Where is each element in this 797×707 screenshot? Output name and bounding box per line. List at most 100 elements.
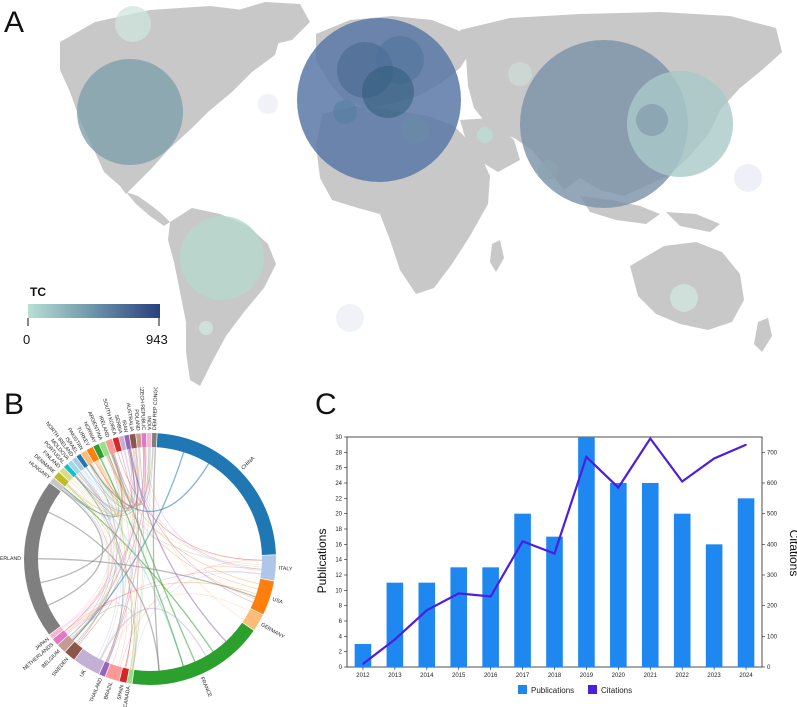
- x-tick-2012: 2012: [356, 673, 370, 679]
- chord-arc-argentina: [99, 441, 110, 457]
- chord-arc-denmark: [54, 472, 69, 487]
- bubble-small-sa: [199, 321, 213, 335]
- chord-ribbon: [65, 448, 134, 515]
- world-bubble-map: TC 0 943: [23, 2, 782, 386]
- chord-arc-czech-republic: [141, 433, 147, 448]
- y-tick-28: 28: [335, 450, 342, 456]
- bar-2024: [737, 498, 755, 667]
- chord-ribbon: [110, 453, 196, 662]
- legend-swatch-citations: [588, 685, 597, 694]
- panel-label-c: C: [315, 388, 337, 421]
- y2-axis-label: Citations: [787, 530, 797, 577]
- chord-ribbon: [81, 470, 122, 660]
- chord-ribbon: [128, 448, 254, 603]
- chord-ribbon: [64, 455, 122, 632]
- chord-label-canada: CANADA: [123, 685, 133, 707]
- chord-ribbon: [119, 559, 262, 668]
- axes: 2012 2013 2014 2015 2016 2017 2018 2019 2020 2021…: [335, 435, 777, 679]
- bubble-central-asia: [508, 62, 532, 86]
- bubble-europe-cluster-4: [333, 100, 357, 124]
- chord-ribbon: [106, 455, 260, 585]
- chord-ribbon: [66, 571, 262, 635]
- tc-gradient-bar: [28, 304, 160, 318]
- bubble-faint-3: [258, 94, 278, 114]
- y-tick-18: 18: [335, 527, 342, 533]
- x-tick-2020: 2020: [612, 673, 626, 679]
- chord-label-australia: AUSTRALIA: [125, 402, 135, 432]
- tc-max-label: 943: [146, 332, 168, 347]
- chord-ribbon: [152, 447, 160, 671]
- chord-ribbon: [62, 447, 144, 630]
- chord-ribbon: [71, 605, 135, 670]
- chord-ribbon: [107, 447, 146, 663]
- chord-arc-finland: [59, 467, 74, 482]
- x-tick-2024: 2024: [739, 673, 753, 679]
- citations-point-2016: [489, 595, 492, 598]
- bar-2017: [514, 513, 531, 667]
- bubble-europe-cluster-3: [362, 66, 414, 118]
- y-tick-26: 26: [335, 466, 342, 472]
- y2-tick-100: 100: [767, 634, 778, 640]
- chord-ribbon: [48, 511, 160, 671]
- chord-ribbon: [37, 558, 256, 598]
- y2-tick-200: 200: [767, 604, 778, 610]
- y-tick-22: 22: [335, 496, 342, 502]
- chord-arc-hungary: [49, 477, 65, 491]
- chord-ribbon: [74, 447, 145, 512]
- chord-arc-serbia: [118, 435, 127, 451]
- y-tick-8: 8: [339, 604, 343, 610]
- citations-point-2020: [617, 486, 620, 489]
- bubble-brazil: [180, 216, 264, 300]
- chord-ribbon: [89, 463, 210, 513]
- y-tick-20: 20: [335, 512, 342, 518]
- chord-arc-portugal: [63, 463, 77, 478]
- legend-label-citations: Citations: [601, 686, 632, 695]
- chord-label-dem-rep-congo: DEM REP CONGO: [152, 387, 160, 430]
- chord-label-usa: USA: [272, 597, 285, 606]
- chord-arc-india: [146, 433, 152, 448]
- chord-ribbon: [72, 455, 123, 641]
- chord-ribbon: [95, 460, 127, 663]
- citations-point-2014: [426, 609, 428, 612]
- chord-ribbon: [40, 453, 123, 584]
- chord-ribbon: [106, 449, 135, 663]
- chord-ribbon: [71, 469, 115, 640]
- bubble-china: [520, 40, 688, 208]
- bar-2013: [386, 582, 404, 667]
- chord-arc-thailand: [99, 661, 110, 677]
- y-axis-label: Publications: [317, 529, 329, 594]
- chord-ribbon: [129, 448, 227, 642]
- chord-ribbon: [75, 447, 141, 512]
- chord-ribbons: [37, 446, 262, 671]
- y2-tick-700: 700: [767, 450, 778, 456]
- citations-point-2017: [521, 540, 524, 543]
- bubble-canada: [115, 6, 151, 42]
- legend-swatch-publications: [518, 685, 527, 694]
- chord-ribbon: [117, 451, 262, 561]
- citations-point-2021: [649, 437, 652, 440]
- bar-2015: [450, 567, 468, 667]
- chord-label-italy: ITALY: [278, 566, 293, 573]
- chord-ribbon: [90, 463, 136, 670]
- chord-ribbon: [70, 604, 137, 670]
- chord-ribbon: [62, 449, 133, 517]
- chord-label-thailand: THAILAND: [89, 677, 104, 703]
- bar-2021: [641, 483, 659, 667]
- tc-legend: TC 0 943: [23, 285, 168, 347]
- chord-ribbon: [64, 447, 144, 632]
- chord-arc-south-korea: [112, 437, 122, 453]
- citations-point-2015: [457, 592, 460, 595]
- chord-ribbon: [65, 602, 128, 667]
- chord-ribbon: [83, 446, 151, 510]
- chord-arc-italy: [260, 555, 276, 581]
- chord-arc-pakistan: [80, 450, 93, 466]
- chord-ribbon: [63, 487, 109, 637]
- citations-point-2012: [362, 663, 364, 665]
- bar-2018: [546, 536, 563, 667]
- chord-label-serbia: SERBIA: [113, 414, 123, 434]
- chord-arc-moldova: [67, 460, 81, 474]
- chord-arcs: [23, 433, 276, 685]
- chord-arc-france: [132, 622, 254, 685]
- y-tick-2: 2: [339, 650, 343, 656]
- x-tick-2019: 2019: [580, 673, 594, 679]
